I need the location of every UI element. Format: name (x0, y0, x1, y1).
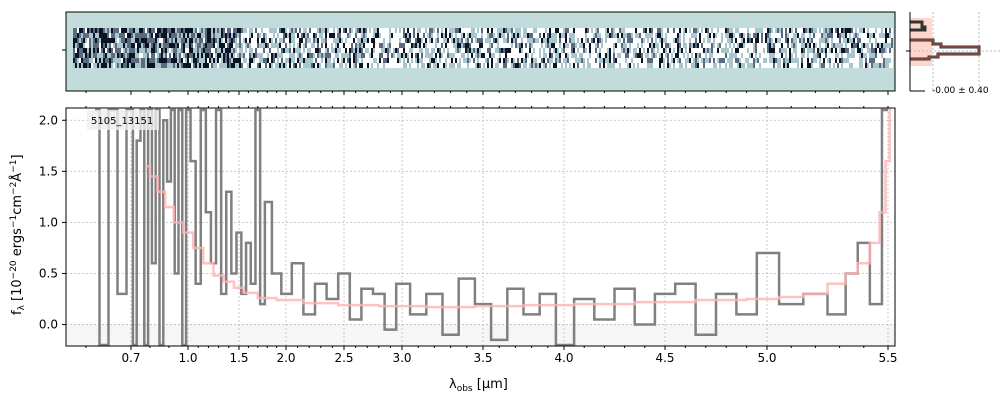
model-series-line (146, 108, 892, 309)
object-label: 5105_13151 (91, 116, 153, 127)
y-tick-label: 0.0 (39, 318, 58, 332)
x-tick-label: 2.5 (334, 351, 353, 365)
plot-frame (65, 107, 896, 347)
y-tick-label: 0.5 (39, 266, 58, 280)
spectrum-2d-frame (65, 11, 896, 92)
x-tick-label: 5.0 (757, 351, 776, 365)
x-tick-label: 3.0 (392, 351, 411, 365)
profile-model-line (910, 39, 980, 60)
y-tick-label: 1.0 (39, 215, 58, 229)
spectrum-1d-panel: 5105_13151 0.7 1.0 1.5 2.0 2.5 3.0 3.5 4.0 4.5 5.0… (39, 106, 898, 365)
x-tick-label: 5.5 (878, 351, 897, 365)
spectrum-2d-panel (62, 11, 896, 95)
x-axis-label: λobs [μm] (449, 377, 508, 394)
x-tick-label: 3.5 (473, 351, 492, 365)
x-tick-label: 2.0 (276, 351, 295, 365)
x-tick-label: 0.7 (121, 351, 140, 365)
profile-panel (906, 12, 1000, 92)
x-tick-label: 4.0 (554, 351, 573, 365)
x-tick-label: 1.0 (178, 351, 197, 365)
negative-flux-region (66, 324, 895, 346)
object-label-box (87, 110, 159, 130)
spectrum-2d-pixels (73, 28, 893, 68)
y-tick-label: 2.0 (39, 113, 58, 127)
y-tick-label: 1.5 (39, 164, 58, 178)
y-axis-label: fλ [10−20 ergs−1cm−2Å−1] (9, 154, 27, 315)
profile-label: -0.00 ± 0.40 (932, 86, 989, 96)
x-tick-label: 1.5 (229, 351, 248, 365)
x-tick-label: 4.5 (655, 351, 674, 365)
data-series-line (95, 108, 888, 347)
